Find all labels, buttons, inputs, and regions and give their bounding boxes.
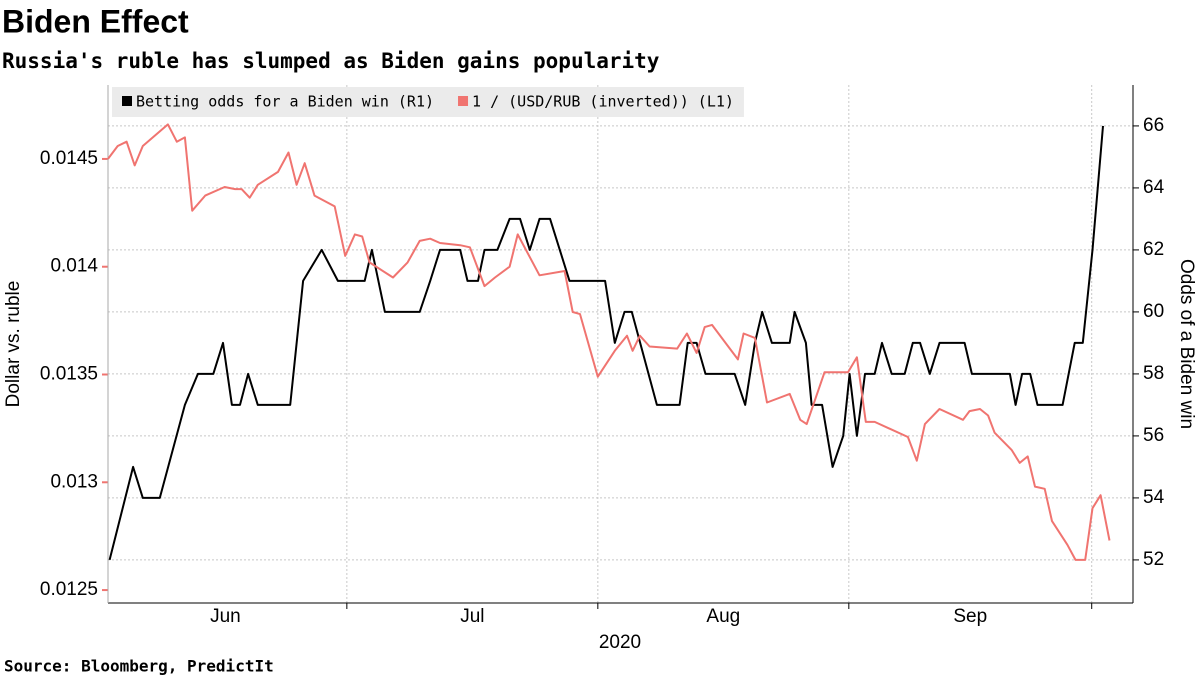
y2-tick-label: 56 — [1143, 425, 1164, 446]
chart-subtitle: Russia's ruble has slumped as Biden gain… — [2, 49, 660, 73]
x-axis-label: 2020 — [599, 632, 641, 653]
y2-tick-label: 62 — [1143, 239, 1164, 260]
x-tick-label: Jun — [210, 606, 241, 627]
y-tick-label: 0.0145 — [40, 148, 98, 169]
x-tick-label: Sep — [953, 606, 987, 627]
legend-label: 1 / (USD/RUB (inverted)) (L1) — [472, 93, 734, 111]
legend-label: Betting odds for a Biden win (R1) — [136, 93, 434, 111]
y2-axis-label: Odds of a Biden win — [1176, 259, 1197, 429]
series-line — [107, 123, 1111, 561]
source: Source: Bloomberg, PredictIt — [4, 657, 274, 676]
y2-tick-label: 60 — [1143, 301, 1164, 322]
chart-title: Biden Effect — [2, 3, 189, 39]
y2-tick-label: 58 — [1143, 363, 1164, 384]
legend-swatch — [458, 96, 469, 106]
y2-tick-label: 66 — [1143, 115, 1164, 136]
legend: Betting odds for a Biden win (R1) 1 / (US… — [112, 87, 744, 117]
legend-background — [112, 87, 744, 117]
y-tick-label: 0.013 — [50, 471, 98, 492]
y2-tick-label: 64 — [1143, 177, 1165, 198]
x-tick-label: Aug — [706, 606, 740, 627]
y2-tick-label: 54 — [1143, 487, 1165, 508]
y-axis-label: Dollar vs. ruble — [3, 281, 24, 408]
x-tick-label: Jul — [460, 606, 484, 627]
y-tick-label: 0.014 — [50, 256, 98, 277]
y-tick-label: 0.0125 — [40, 579, 98, 600]
legend-swatch — [122, 96, 132, 106]
series-line — [108, 125, 1104, 561]
y2-tick-label: 52 — [1143, 549, 1164, 570]
y-tick-label: 0.0135 — [40, 364, 98, 385]
